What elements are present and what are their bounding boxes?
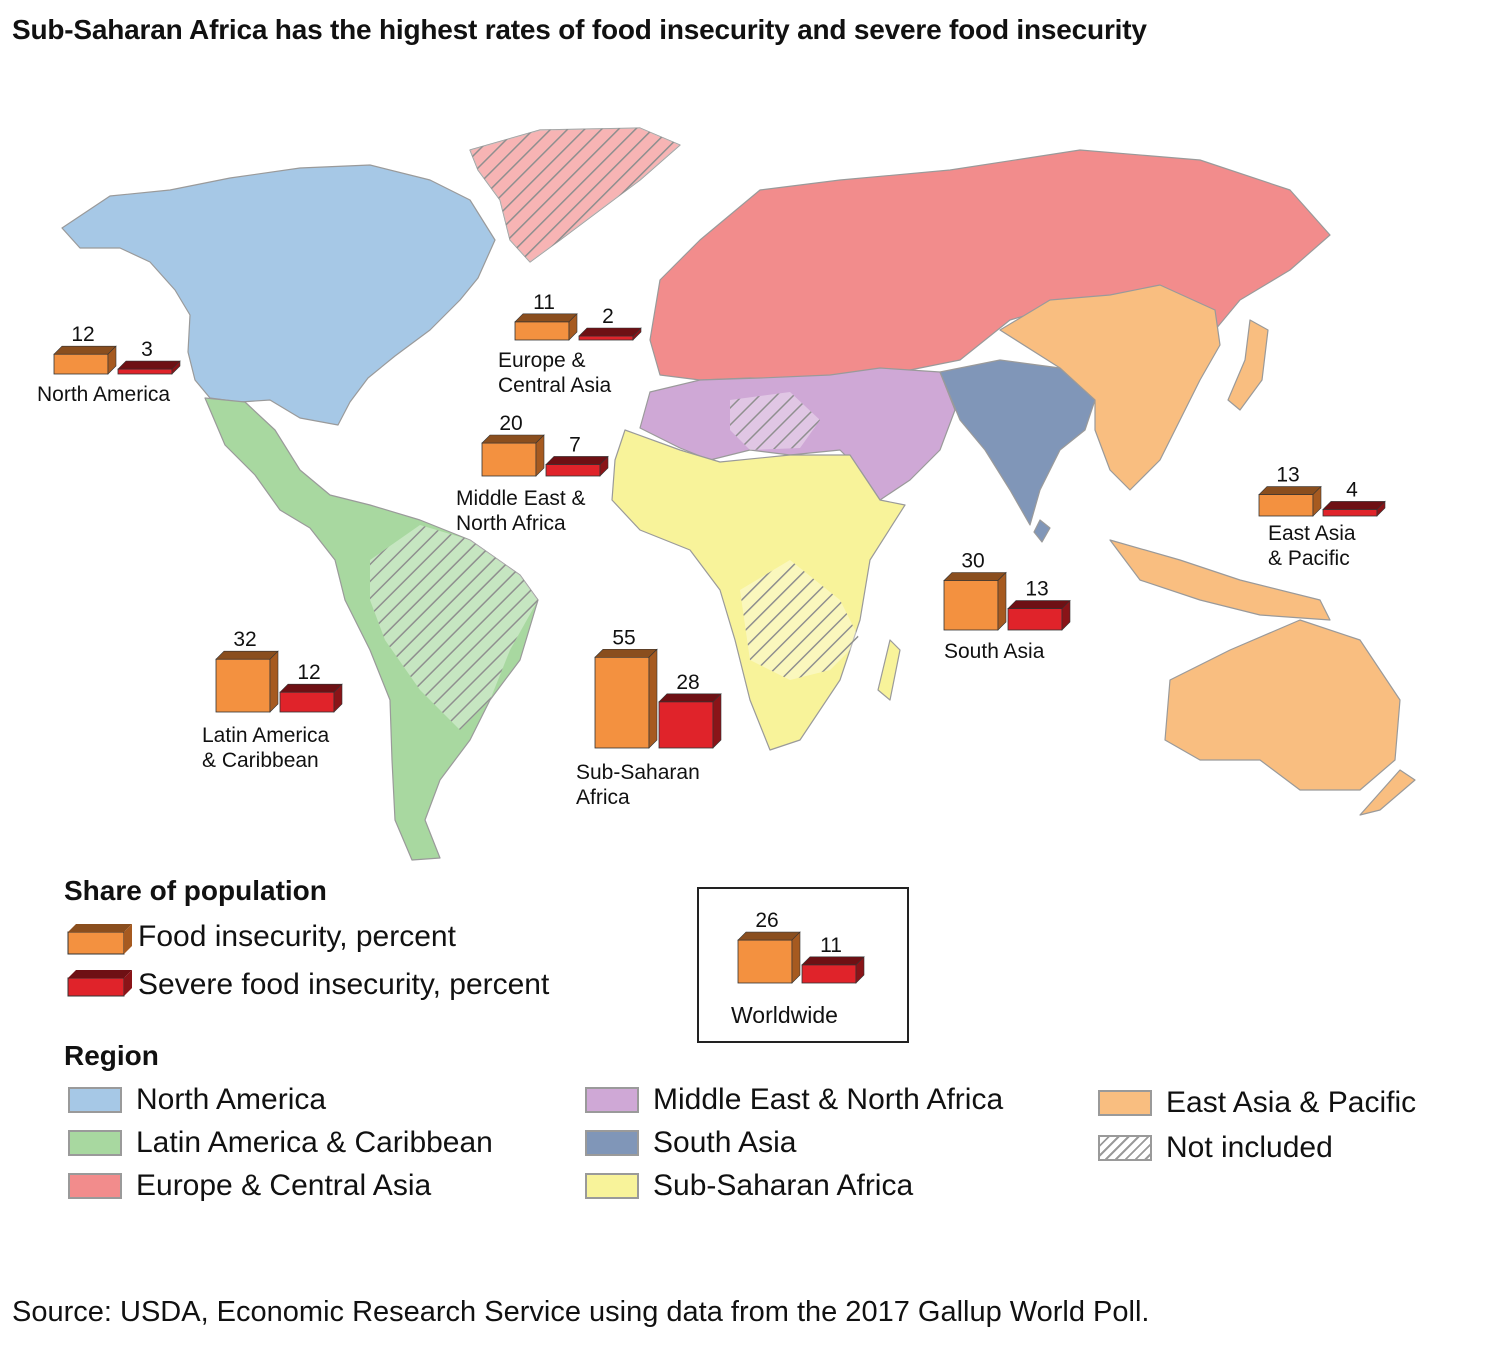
bar-severe-europe_central_asia-value: 2 bbox=[602, 305, 614, 328]
chart-title: Sub-Saharan Africa has the highest rates… bbox=[12, 14, 1147, 45]
bar-severe-latin_america-value: 12 bbox=[297, 661, 320, 684]
legend-region-label-4: South Asia bbox=[653, 1126, 797, 1159]
new-zealand bbox=[1359, 769, 1416, 816]
bar-food-south_asia-value: 30 bbox=[961, 550, 984, 573]
bar-severe-latin_america bbox=[279, 683, 343, 713]
legend-food-label: Food insecurity, percent bbox=[138, 920, 456, 953]
bar-food-middle_east_north_africa bbox=[481, 434, 545, 477]
legend-region-label-2: Europe & Central Asia bbox=[136, 1169, 432, 1202]
bar-food-latin_america bbox=[215, 650, 279, 713]
bar-severe-east_asia_pacific-value: 4 bbox=[1346, 478, 1358, 501]
bar-food-south_asia bbox=[943, 571, 1007, 631]
legend-region-7: Not included bbox=[1098, 1131, 1333, 1165]
bar-food-latin_america-value: 32 bbox=[233, 628, 256, 651]
bar-food-middle_east_north_africa-value: 20 bbox=[499, 412, 522, 435]
bar-severe-worldwide bbox=[801, 956, 865, 984]
legend-severe-label: Severe food insecurity, percent bbox=[138, 968, 550, 1001]
bar-food-north_america-value: 12 bbox=[71, 323, 94, 346]
legend-region-label-0: North America bbox=[136, 1083, 327, 1116]
bar-severe-sub_saharan_africa-value: 28 bbox=[676, 671, 699, 694]
sri-lanka bbox=[1033, 519, 1051, 543]
legend-region-3: Middle East & North Africa bbox=[585, 1083, 1003, 1117]
bar-severe-south_asia bbox=[1007, 599, 1071, 631]
bar-food-europe_central_asia bbox=[514, 313, 578, 341]
bar-severe-worldwide-value: 11 bbox=[820, 934, 842, 957]
legend-region-6: East Asia & Pacific bbox=[1098, 1086, 1416, 1120]
legend-region-5: Sub-Saharan Africa bbox=[585, 1169, 913, 1203]
label-north-america: North America bbox=[37, 383, 171, 406]
australia bbox=[1164, 619, 1401, 791]
central-africa-hatch bbox=[740, 560, 860, 680]
legend-region-label-6: East Asia & Pacific bbox=[1166, 1086, 1417, 1119]
label-middle-east-north-africa: Middle East & North Africa bbox=[456, 487, 586, 535]
bar-severe-sub_saharan_africa bbox=[658, 693, 722, 749]
greenland-hatch bbox=[470, 128, 680, 262]
legend-region-2: Europe & Central Asia bbox=[68, 1169, 431, 1203]
legend-region-label-1: Latin America & Caribbean bbox=[136, 1126, 493, 1159]
region-east-asia-pacific bbox=[999, 284, 1221, 491]
sahara-hatch bbox=[730, 392, 820, 450]
legend-swatch-1 bbox=[68, 1130, 122, 1156]
madagascar bbox=[877, 639, 901, 701]
bar-food-europe_central_asia-value: 11 bbox=[533, 291, 555, 314]
worldwide-box bbox=[697, 887, 909, 1043]
legend-swatch-7 bbox=[1098, 1135, 1152, 1161]
bar-food-east_asia_pacific-value: 13 bbox=[1276, 464, 1299, 487]
bar-food-sub_saharan_africa-value: 55 bbox=[612, 626, 635, 649]
legend-region-4: South Asia bbox=[585, 1126, 796, 1160]
source-note: Source: USDA, Economic Research Service … bbox=[12, 1296, 1150, 1328]
amazon-hatch bbox=[370, 525, 538, 730]
legend-swatch-5 bbox=[585, 1173, 639, 1199]
region-europe-central-asia bbox=[649, 149, 1331, 381]
bar-food-north_america bbox=[53, 345, 117, 375]
region-north-america bbox=[61, 164, 496, 426]
bar-food-east_asia_pacific bbox=[1258, 485, 1322, 517]
label-sub-saharan-africa: Sub-Saharan Africa bbox=[576, 761, 700, 809]
share-heading: Share of population bbox=[64, 875, 327, 906]
label-latin-america: Latin America & Caribbean bbox=[202, 724, 330, 772]
bar-severe-north_america-value: 3 bbox=[141, 338, 153, 361]
bar-food-worldwide bbox=[737, 931, 801, 984]
legend-region-label-3: Middle East & North Africa bbox=[653, 1083, 1004, 1116]
label-worldwide: Worldwide bbox=[731, 1002, 838, 1028]
indonesia bbox=[1109, 539, 1331, 621]
legend-swatch-6 bbox=[1098, 1090, 1152, 1116]
label-south-asia: South Asia bbox=[944, 640, 1045, 663]
label-east-asia-pacific: East Asia & Pacific bbox=[1268, 522, 1356, 570]
bar-food-worldwide-value: 26 bbox=[755, 909, 778, 932]
bar-severe-south_asia-value: 13 bbox=[1025, 578, 1048, 601]
bar-severe-europe_central_asia bbox=[578, 327, 642, 341]
legend-swatch-4 bbox=[585, 1130, 639, 1156]
bar-severe-middle_east_north_africa bbox=[545, 455, 609, 477]
legend-region-label-7: Not included bbox=[1166, 1131, 1333, 1164]
region-south-asia bbox=[939, 359, 1096, 526]
legend-swatch-0 bbox=[68, 1087, 122, 1113]
bar-severe-east_asia_pacific bbox=[1322, 500, 1386, 517]
bar-severe-middle_east_north_africa-value: 7 bbox=[569, 433, 581, 456]
japan bbox=[1227, 319, 1269, 411]
region-latin-america bbox=[204, 397, 539, 861]
label-europe-central-asia: Europe & Central Asia bbox=[498, 349, 612, 397]
legend-swatch-2 bbox=[68, 1173, 122, 1199]
bar-food-sub_saharan_africa bbox=[594, 648, 658, 749]
bar-severe-north_america bbox=[117, 360, 181, 375]
legend-region-label-5: Sub-Saharan Africa bbox=[653, 1169, 914, 1202]
legend-region-1: Latin America & Caribbean bbox=[68, 1126, 493, 1160]
region-heading: Region bbox=[64, 1040, 159, 1071]
legend-region-0: North America bbox=[68, 1083, 326, 1117]
legend-swatch-3 bbox=[585, 1087, 639, 1113]
